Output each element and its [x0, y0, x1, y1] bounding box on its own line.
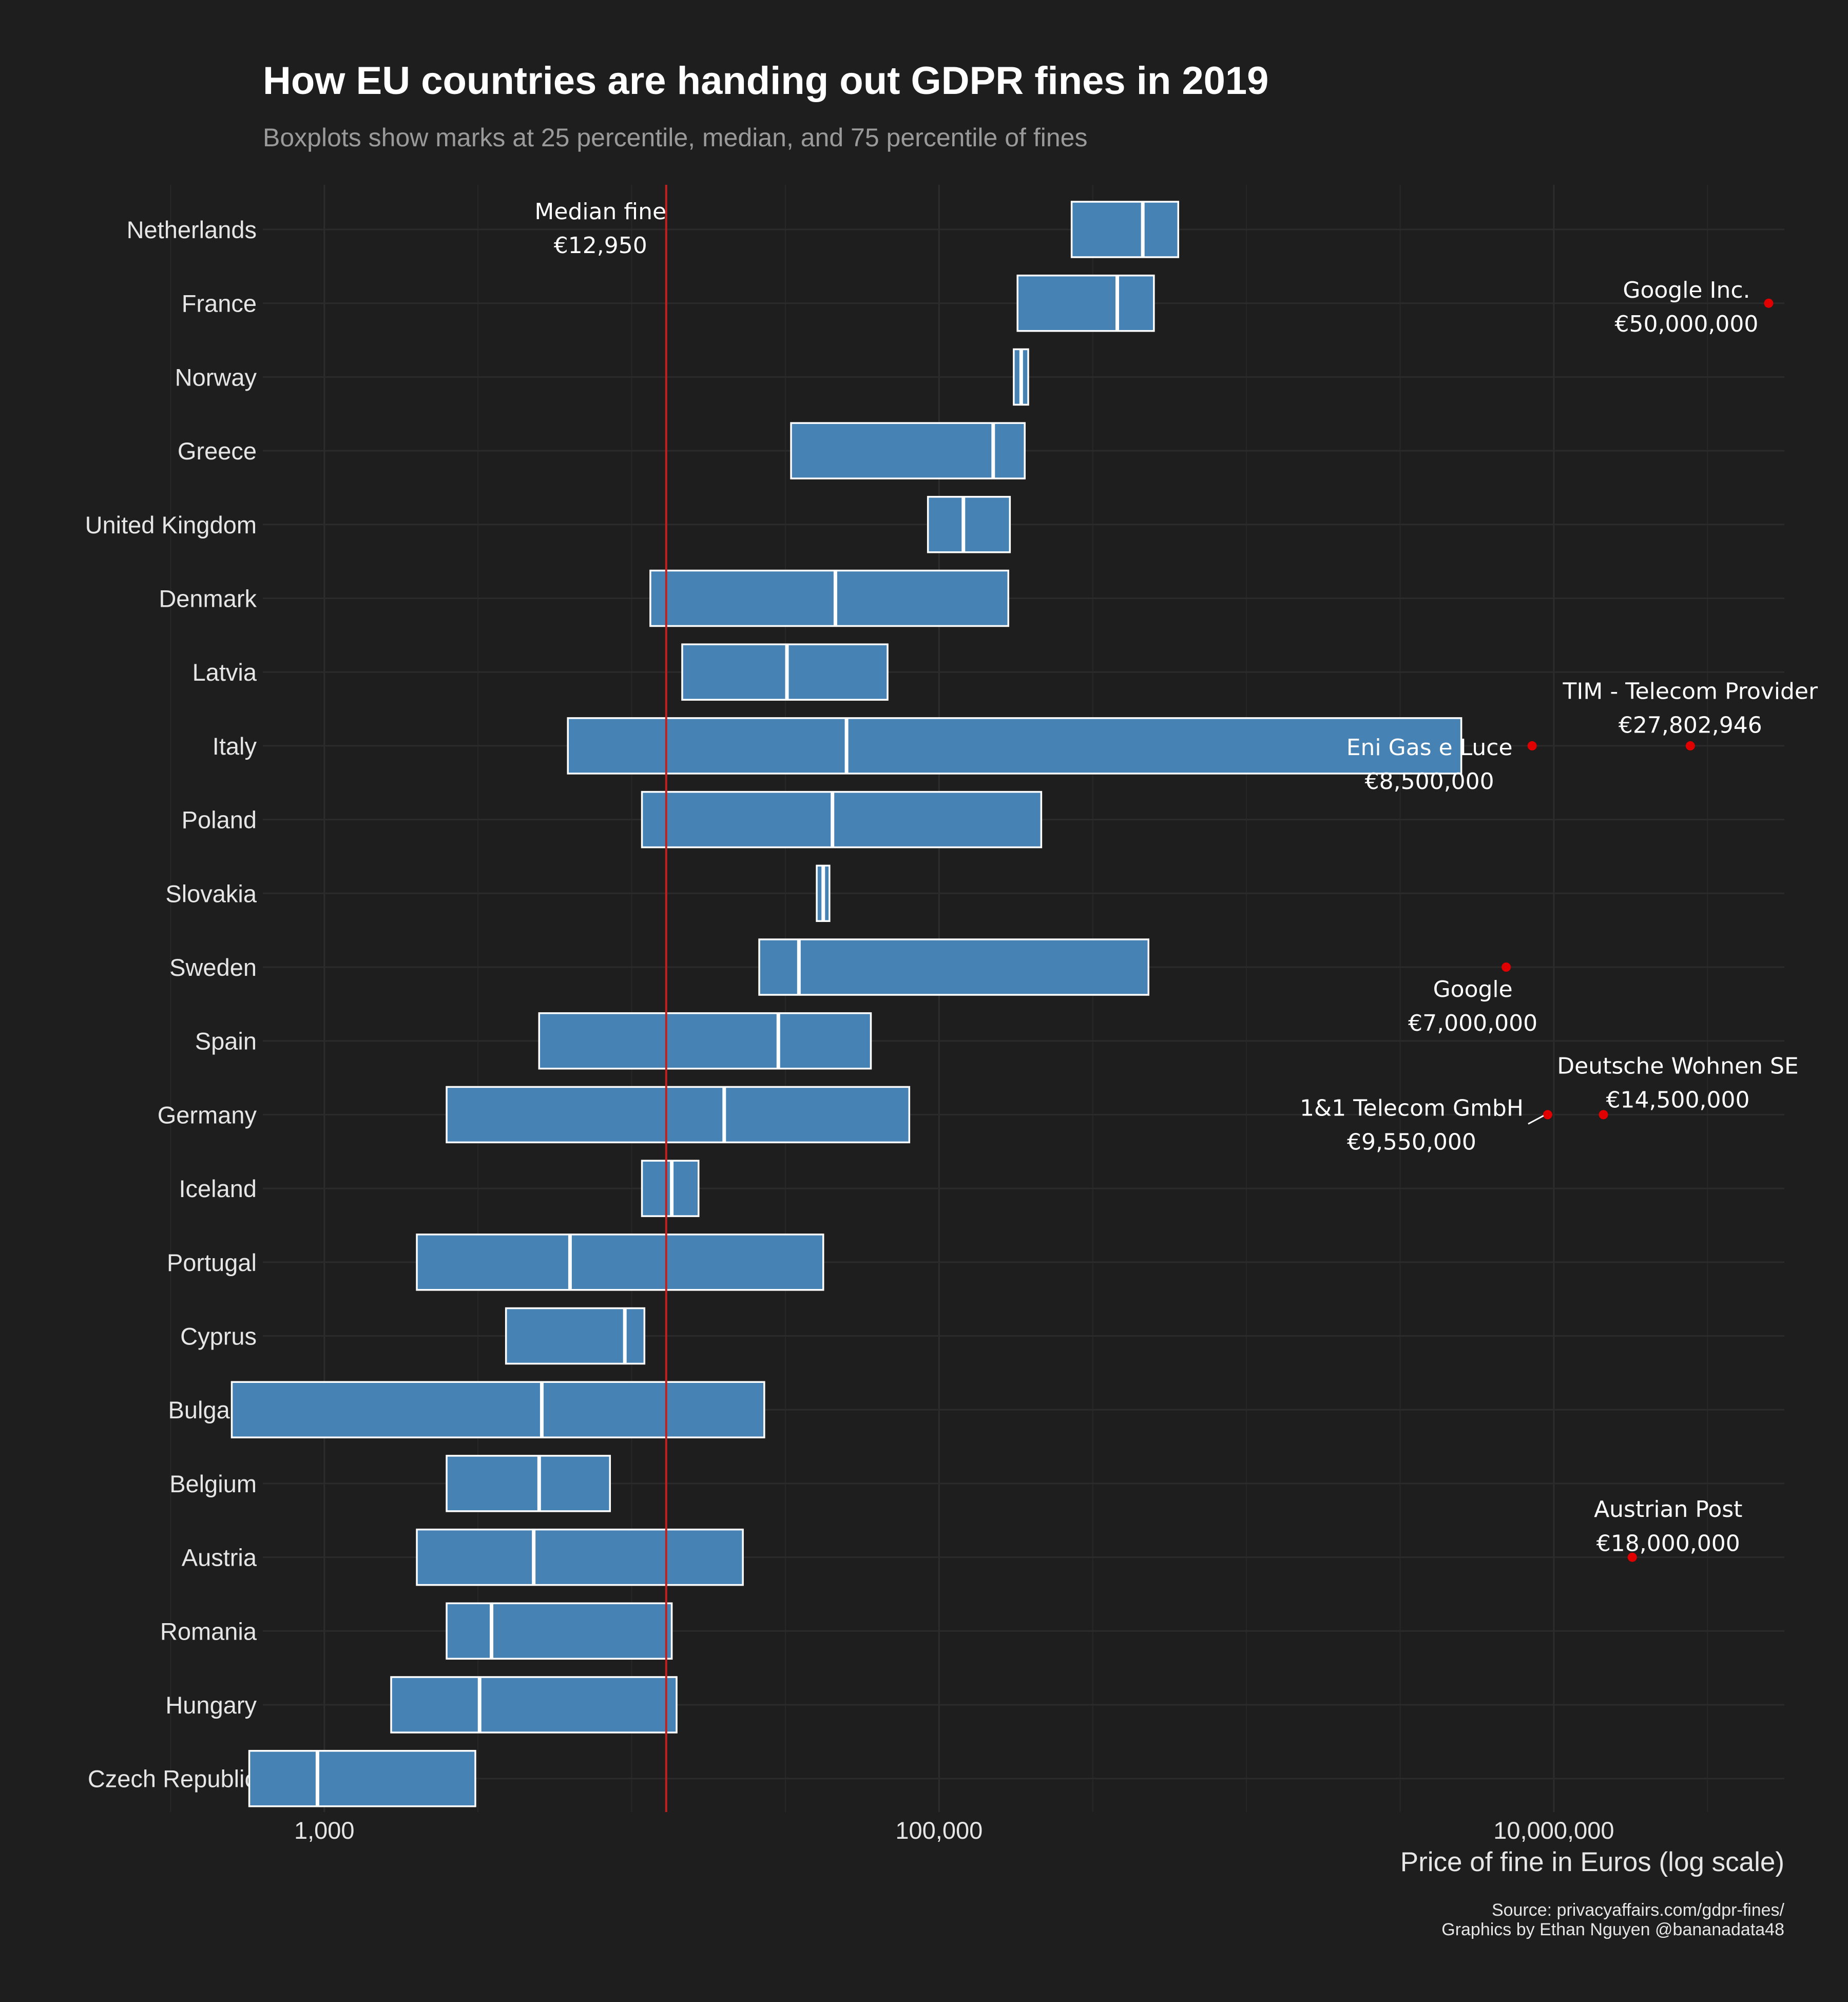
box [538, 1012, 872, 1070]
caption-credit: Graphics by Ethan Nguyen @bananadata48 [1441, 1920, 1784, 1939]
outlier-name-label: Eni Gas e Luce [1346, 735, 1513, 761]
y-tick-label: Czech Republic [88, 1765, 257, 1793]
x-tick-label: 10,000,000 [1493, 1817, 1614, 1844]
outlier-point [1527, 741, 1537, 750]
box-series [230, 201, 1462, 1807]
outlier-name-label: Austrian Post [1594, 1496, 1742, 1523]
outlier-point [1543, 1110, 1552, 1120]
outlier-name-label: Deutsche Wohnen SE [1557, 1053, 1798, 1080]
box [446, 1602, 673, 1660]
x-tick-label: 1,000 [294, 1817, 355, 1844]
outlier-name-label: Google Inc. [1623, 277, 1750, 303]
box [446, 1086, 911, 1144]
outlier-points: Google Inc. €50,000,000 TIM - Telecom Prov… [1300, 277, 1818, 1562]
outlier-point [1599, 1110, 1608, 1120]
y-tick-label: Italy [213, 733, 257, 760]
caption-source: Source: privacyaffairs.com/gdpr-fines/ [1492, 1900, 1785, 1920]
y-tick-label: Iceland [179, 1175, 257, 1202]
chart-title: How EU countries are handing out GDPR fi… [263, 59, 1268, 103]
y-tick-label: Cyprus [180, 1323, 257, 1350]
box [1070, 201, 1180, 258]
x-axis-title: Price of fine in Euros (log scale) [1400, 1847, 1784, 1877]
x-tick-label: 100,000 [895, 1817, 983, 1844]
box [1016, 274, 1155, 332]
y-tick-label: Sweden [169, 954, 257, 981]
y-tick-label: Denmark [159, 585, 257, 612]
y-tick-label: Portugal [167, 1249, 257, 1276]
outlier-value-label: €14,500,000 [1606, 1087, 1750, 1113]
y-tick-label: Hungary [165, 1691, 257, 1719]
y-tick-label: Latvia [192, 659, 257, 686]
box [416, 1234, 824, 1291]
outlier-value-label: €8,500,000 [1365, 768, 1494, 795]
outlier-name-label: Google [1433, 976, 1513, 1003]
box [446, 1455, 611, 1512]
box [681, 643, 889, 701]
box [927, 496, 1011, 553]
outlier-value-label: €27,802,946 [1619, 713, 1762, 739]
y-tick-label: Poland [182, 806, 257, 834]
y-tick-label: Spain [195, 1028, 257, 1055]
box [641, 791, 1043, 849]
x-axis: 1,000 100,000 10,000,000 [294, 1817, 1614, 1844]
box [230, 1381, 765, 1438]
y-tick-label: Greece [178, 437, 257, 465]
outlier-point [1627, 1552, 1637, 1562]
median-line-label: Median fine [534, 199, 666, 225]
outlier-point [1685, 741, 1695, 750]
y-tick-label: United Kingdom [85, 511, 257, 538]
outlier-name-label: 1&1 Telecom GmbH [1300, 1095, 1524, 1121]
box [790, 422, 1026, 479]
outlier-value-label: €50,000,000 [1614, 311, 1758, 337]
box [649, 569, 1009, 627]
box [248, 1749, 476, 1807]
outlier-point [1502, 962, 1511, 972]
outlier-value-label: €7,000,000 [1408, 1010, 1537, 1036]
median-reference-line: Median fine €12,950 [534, 185, 667, 1812]
y-tick-label: Norway [175, 363, 257, 391]
outlier-value-label: €9,550,000 [1347, 1129, 1476, 1156]
y-tick-label: Netherlands [127, 216, 257, 243]
box [505, 1307, 646, 1365]
outlier-name-label: TIM - Telecom Provider [1563, 679, 1818, 705]
y-tick-label: Belgium [169, 1470, 257, 1497]
y-tick-label: France [182, 290, 257, 317]
box [567, 717, 1462, 775]
outlier-point [1764, 298, 1774, 308]
y-tick-label: Slovakia [165, 880, 257, 907]
y-tick-label: Austria [182, 1544, 257, 1571]
box [758, 938, 1150, 996]
box [416, 1528, 744, 1586]
median-line-value: €12,950 [554, 233, 647, 259]
y-tick-label: Romania [160, 1618, 257, 1645]
chart-subtitle: Boxplots show marks at 25 percentile, me… [263, 123, 1087, 152]
outlier-leader-line [1528, 1115, 1544, 1125]
y-tick-label: Germany [158, 1101, 257, 1128]
box [390, 1676, 678, 1734]
outlier-value-label: €18,000,000 [1596, 1530, 1740, 1556]
